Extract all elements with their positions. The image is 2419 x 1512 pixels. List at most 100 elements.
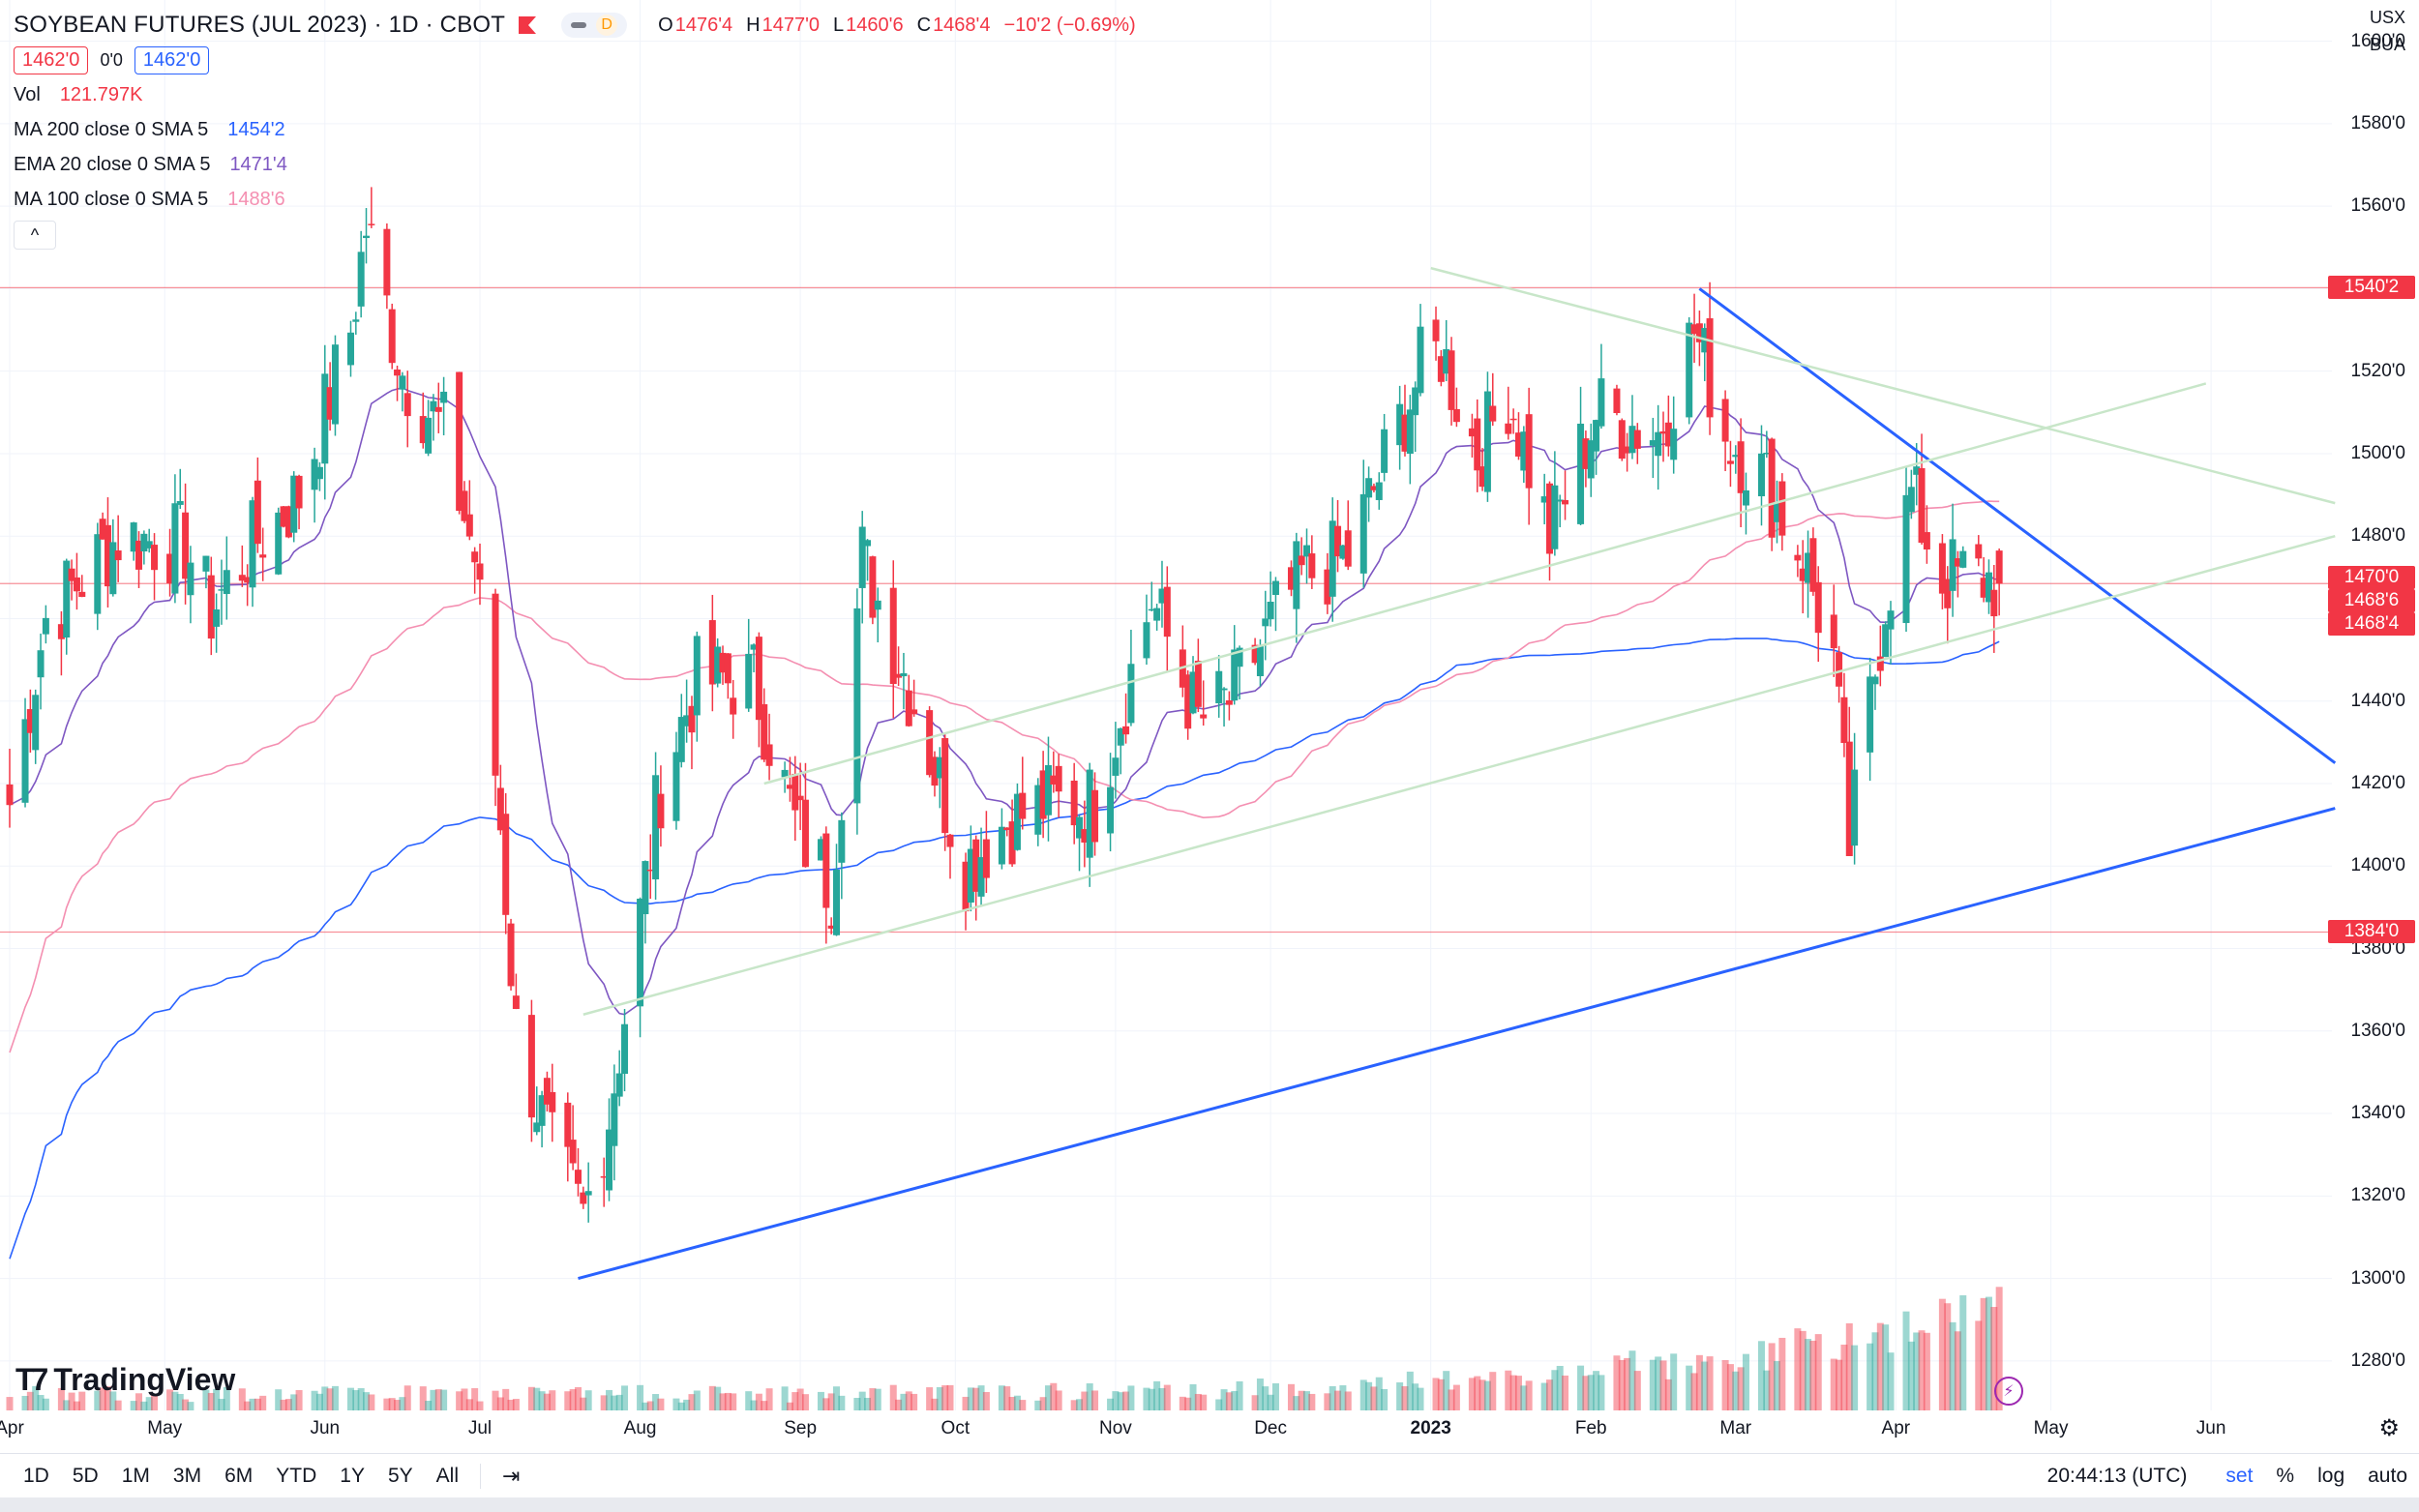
collapse-legend-button[interactable]: ^ [14, 221, 56, 250]
volume-bar [1628, 1350, 1636, 1410]
candle-body [1618, 420, 1626, 460]
candle-body [1432, 319, 1440, 341]
candle-body [502, 814, 510, 915]
symbol-title[interactable]: SOYBEAN FUTURES (JUL 2023) · 1D · CBOT [14, 12, 506, 38]
candle-body [1686, 322, 1693, 418]
volume-bar [1624, 1357, 1631, 1410]
price-tag: 1384'0 [2328, 920, 2415, 944]
candle-body [1251, 644, 1259, 664]
session-toggle[interactable]: set [2225, 1465, 2254, 1487]
volume-bar [1220, 1389, 1228, 1410]
range-5y-button[interactable]: 5Y [387, 1464, 413, 1487]
candle-body [637, 898, 644, 1007]
candle-body [1293, 541, 1300, 609]
candle-body [32, 695, 40, 751]
indicator-label: MA 200 close 0 SMA 5 [14, 118, 209, 140]
volume-bar [1587, 1375, 1595, 1410]
indicator-ma200[interactable]: MA 200 close 0 SMA 5 1454'2 [14, 112, 1150, 147]
volume-bar [1867, 1343, 1874, 1410]
candle-body [1262, 618, 1269, 627]
clock[interactable]: 20:44:13 (UTC) [2046, 1465, 2188, 1487]
volume-bar [1412, 1383, 1419, 1410]
volume-bar [1805, 1339, 1812, 1410]
volume-bar [1690, 1373, 1698, 1410]
candle-body [238, 575, 246, 581]
candle-body [315, 466, 323, 480]
volume-bar [786, 1402, 793, 1410]
price-tick-label: 1520'0 [2350, 360, 2405, 381]
volume-bar [1365, 1381, 1373, 1410]
candle-body [254, 480, 261, 545]
range-3m-button[interactable]: 3M [172, 1464, 202, 1487]
price-chart[interactable] [0, 0, 2419, 1451]
range-1d-button[interactable]: 1D [23, 1464, 49, 1487]
candle-body [1478, 466, 1486, 488]
volume-bar [1845, 1322, 1853, 1410]
candle-body [1757, 453, 1765, 497]
candle-body [280, 506, 287, 527]
volume-bar [600, 1395, 608, 1410]
volume-bar [1613, 1355, 1621, 1410]
range-1y-button[interactable]: 1Y [340, 1464, 365, 1487]
lightning-icon[interactable]: ⚡ [1994, 1377, 2023, 1406]
candle-body [244, 577, 252, 583]
candle-body [657, 793, 665, 829]
candle-body [295, 475, 303, 509]
range-all-button[interactable]: All [435, 1464, 459, 1487]
volume-bar [1375, 1377, 1383, 1410]
volume-bar [672, 1398, 680, 1410]
gear-icon[interactable]: ⚙ [2378, 1415, 2400, 1441]
range-1m-button[interactable]: 1M [121, 1464, 150, 1487]
candle-body [714, 646, 722, 684]
volume-bar [580, 1397, 587, 1410]
candle-body [1055, 765, 1062, 792]
unit-label[interactable]: BUA [2369, 35, 2405, 54]
currency-unit[interactable]: USX [2369, 8, 2405, 27]
candle-body [1194, 661, 1202, 707]
candle-body [801, 799, 809, 868]
volume-bar [1122, 1391, 1130, 1410]
volume-bar [1706, 1356, 1714, 1410]
volume-bar [1013, 1395, 1021, 1410]
time-tick-label: Sep [784, 1418, 818, 1438]
volume-bar [1598, 1375, 1605, 1410]
percent-toggle[interactable]: % [2276, 1465, 2295, 1487]
log-toggle[interactable]: log [2317, 1465, 2345, 1487]
indicator-ma100[interactable]: MA 100 close 0 SMA 5 1488'6 [14, 182, 1150, 217]
volume-bar [827, 1393, 835, 1410]
volume-bar [94, 1390, 102, 1410]
candle-body [135, 540, 143, 570]
volume-bar [363, 1392, 371, 1410]
range-6m-button[interactable]: 6M [224, 1464, 254, 1487]
candle-body [755, 637, 762, 721]
range-5d-button[interactable]: 5D [72, 1464, 99, 1487]
volume-bar [492, 1390, 499, 1410]
volume-legend[interactable]: Vol 121.797K [14, 77, 1150, 112]
volume-bar [434, 1389, 442, 1410]
time-tick-label: Apr [0, 1418, 24, 1438]
candle-body [1799, 568, 1807, 581]
candle-body [962, 861, 970, 912]
buy-button[interactable]: 1462'0 [134, 45, 210, 74]
flag-icon[interactable] [519, 16, 537, 34]
price-axis[interactable]: USX BUA 1280'0 1300'0 1320'0 1340'0 1360'0 13… [2322, 0, 2419, 1451]
candle-body [1593, 420, 1600, 452]
market-status-pill[interactable]: D [561, 13, 628, 38]
candle-body [1624, 446, 1631, 454]
candle-body [1231, 649, 1239, 701]
sell-button[interactable]: 1462'0 [14, 45, 89, 74]
candle-body [750, 644, 758, 650]
volume-bar [1231, 1390, 1239, 1410]
indicator-ema20[interactable]: EMA 20 close 0 SMA 5 1471'4 [14, 147, 1150, 182]
volume-bar [1184, 1397, 1192, 1410]
tradingview-logo: T7 TradingView [15, 1362, 235, 1398]
price-tick-label: 1320'0 [2350, 1185, 2405, 1206]
candle-body [982, 839, 990, 878]
candle-body [642, 861, 649, 914]
date-range-icon[interactable]: ⇥ [502, 1463, 521, 1488]
auto-toggle[interactable]: auto [2368, 1465, 2407, 1487]
volume-bar [182, 1399, 190, 1410]
price-tick-label: 1400'0 [2350, 855, 2405, 876]
candle-body [1721, 399, 1729, 442]
range-ytd-button[interactable]: YTD [276, 1464, 317, 1487]
